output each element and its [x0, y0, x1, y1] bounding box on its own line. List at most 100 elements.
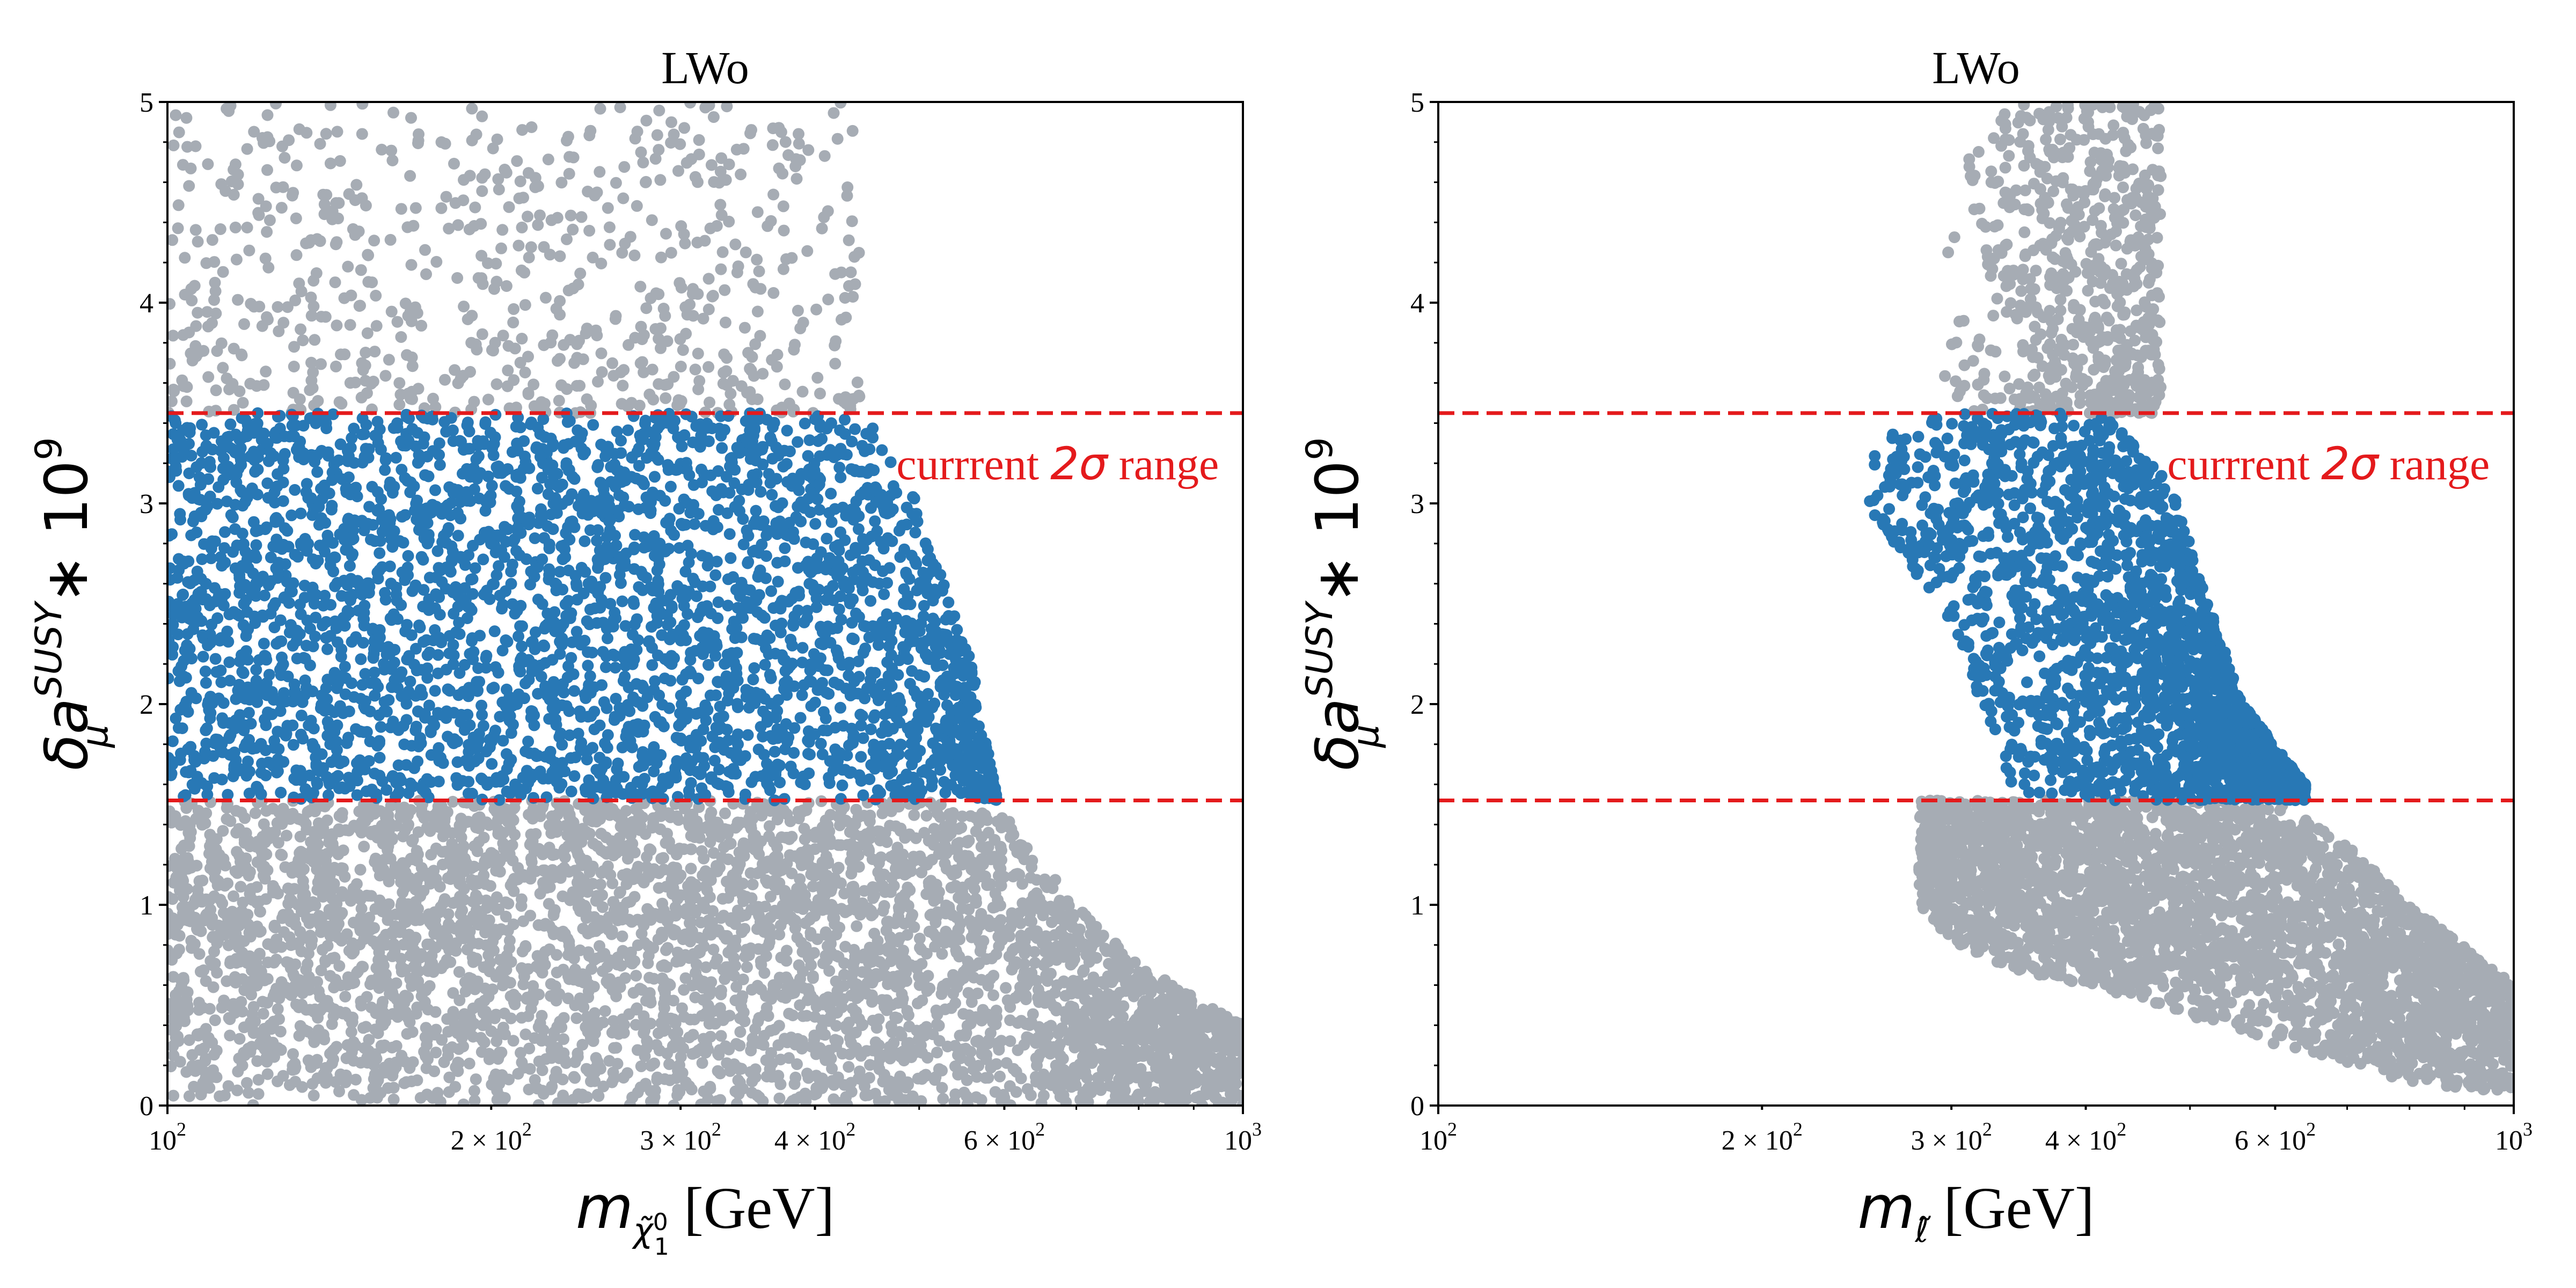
point-outside-band	[330, 1076, 342, 1088]
point-outside-band	[1004, 1035, 1016, 1047]
point-outside-band	[489, 1068, 502, 1080]
point-outside-band	[1051, 949, 1063, 961]
point-outside-band	[807, 972, 819, 984]
point-outside-band	[822, 205, 834, 217]
point-outside-band	[835, 804, 847, 817]
point-outside-band	[1212, 1097, 1225, 1106]
point-outside-band	[275, 848, 287, 861]
point-outside-band	[936, 983, 949, 995]
point-outside-band	[741, 841, 752, 854]
point-outside-band	[707, 111, 720, 123]
point-outside-band	[869, 1036, 882, 1049]
point-outside-band	[866, 996, 878, 1008]
point-outside-band	[177, 875, 189, 887]
point-outside-band	[952, 924, 964, 936]
point-outside-band	[350, 878, 363, 890]
point-outside-band	[236, 349, 248, 362]
point-outside-band	[238, 984, 251, 997]
point-outside-band	[356, 192, 368, 204]
point-outside-band	[779, 885, 791, 897]
point-outside-band	[777, 167, 789, 180]
point-outside-band	[943, 808, 956, 820]
point-outside-band	[887, 971, 899, 983]
point-outside-band	[401, 349, 413, 361]
point-outside-band	[773, 1020, 785, 1032]
point-outside-band	[684, 917, 696, 929]
point-outside-band	[522, 1010, 535, 1022]
point-outside-band	[204, 904, 217, 916]
point-outside-band	[439, 924, 451, 936]
point-outside-band	[619, 972, 631, 984]
point-outside-band	[292, 813, 304, 825]
point-outside-band	[912, 997, 924, 1009]
point-outside-band	[650, 287, 662, 299]
point-outside-band	[267, 1018, 280, 1030]
point-outside-band	[1137, 1073, 1150, 1085]
point-outside-band	[797, 1010, 809, 1022]
point-outside-band	[722, 853, 734, 866]
point-outside-band	[305, 310, 318, 322]
point-outside-band	[365, 828, 377, 840]
point-outside-band	[878, 900, 890, 912]
point-outside-band	[261, 226, 273, 238]
point-outside-band	[846, 125, 859, 137]
point-outside-band	[421, 1088, 433, 1101]
point-outside-band	[952, 1049, 964, 1061]
point-outside-band	[1072, 1008, 1085, 1021]
point-outside-band	[1050, 1066, 1063, 1078]
point-outside-band	[654, 823, 667, 836]
point-outside-band	[457, 1098, 470, 1106]
point-outside-band	[233, 850, 245, 862]
point-outside-band	[247, 1027, 260, 1039]
point-outside-band	[1028, 946, 1041, 958]
point-outside-band	[387, 106, 399, 119]
point-outside-band	[801, 245, 814, 257]
point-outside-band	[1232, 1068, 1243, 1080]
point-outside-band	[714, 1002, 726, 1014]
point-outside-band	[172, 222, 184, 235]
point-outside-band	[1081, 1072, 1093, 1084]
point-outside-band	[391, 316, 404, 328]
point-outside-band	[503, 942, 515, 954]
point-outside-band	[231, 934, 244, 947]
point-outside-band	[347, 223, 359, 235]
point-outside-band	[405, 259, 418, 271]
point-outside-band	[364, 1092, 376, 1104]
point-outside-band	[213, 929, 225, 941]
point-outside-band	[487, 142, 499, 155]
point-outside-band	[320, 128, 332, 140]
point-outside-band	[399, 1056, 411, 1068]
point-outside-band	[595, 347, 608, 360]
point-outside-band	[361, 991, 373, 1003]
point-outside-band	[1175, 1003, 1187, 1015]
point-outside-band	[167, 357, 176, 370]
point-outside-band	[173, 943, 185, 956]
point-outside-band	[564, 151, 576, 163]
point-outside-band	[232, 1065, 244, 1078]
point-outside-band	[251, 920, 264, 933]
point-outside-band	[181, 141, 193, 153]
point-outside-band	[176, 374, 188, 386]
point-outside-band	[363, 1034, 375, 1046]
point-outside-band	[654, 174, 667, 186]
point-outside-band	[447, 1012, 459, 1024]
point-outside-band	[1133, 1008, 1146, 1020]
point-outside-band	[474, 1031, 487, 1044]
point-outside-band	[522, 350, 534, 363]
point-outside-band	[361, 327, 374, 339]
point-outside-band	[329, 276, 341, 289]
point-outside-band	[288, 971, 301, 983]
point-outside-band	[839, 1020, 852, 1033]
point-outside-band	[1000, 982, 1012, 994]
point-outside-band	[237, 896, 249, 909]
point-outside-band	[346, 1046, 358, 1058]
point-outside-band	[1180, 988, 1192, 1000]
point-outside-band	[516, 124, 529, 136]
point-outside-band	[657, 852, 669, 864]
point-outside-band	[186, 294, 198, 306]
point-outside-band	[346, 947, 358, 960]
point-outside-band	[567, 1093, 580, 1106]
point-outside-band	[702, 361, 715, 373]
point-outside-band	[1030, 874, 1043, 886]
point-outside-band	[554, 872, 567, 884]
